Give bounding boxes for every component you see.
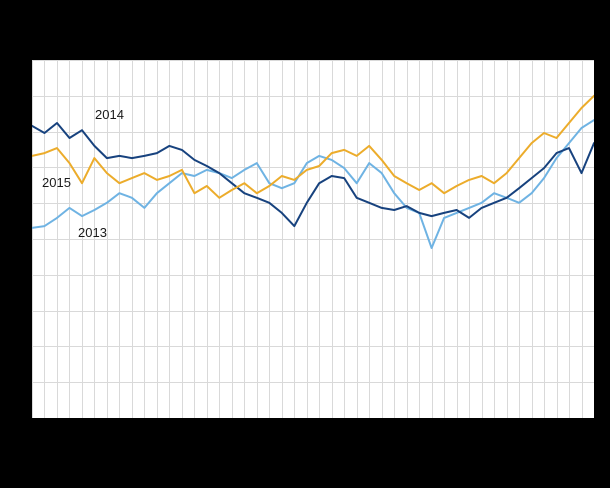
series-line-2013	[32, 119, 594, 249]
series-label-2014: 2014	[95, 107, 124, 122]
series-label-2015: 2015	[42, 175, 71, 190]
series-label-2013: 2013	[78, 225, 107, 240]
series-line-2015	[32, 94, 594, 199]
series-lines	[32, 94, 594, 249]
gridlines	[32, 60, 594, 418]
chart-canvas	[32, 60, 594, 418]
series-line-2014	[32, 122, 594, 228]
plot-area: 2014 2015 2013	[32, 60, 594, 418]
